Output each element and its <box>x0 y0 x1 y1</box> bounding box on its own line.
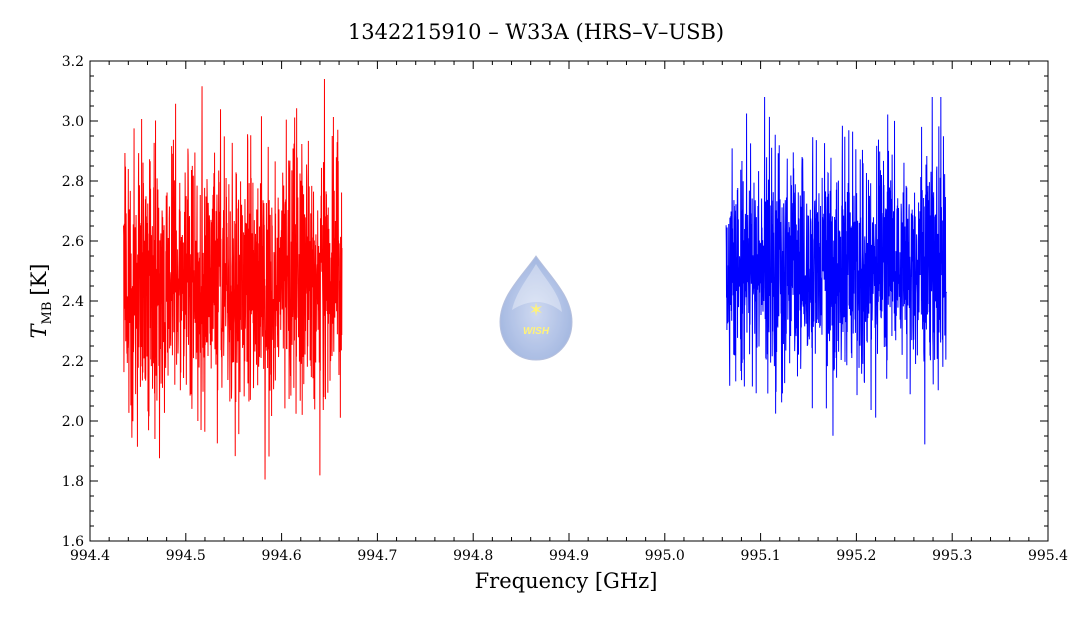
spectrum-series-1 <box>725 96 947 445</box>
series-layer <box>123 78 947 480</box>
x-tick-label: 994.7 <box>357 548 397 564</box>
logo-text: WISH <box>523 326 550 337</box>
x-tick-label: 994.9 <box>549 548 589 564</box>
x-axis-label: Frequency [GHz] <box>475 569 658 593</box>
chart-title: 1342215910 – W33A (HRS–V–USB) <box>348 20 724 44</box>
y-tick-label: 1.8 <box>62 474 84 490</box>
x-tick-label: 994.5 <box>166 548 206 564</box>
x-tick-label: 994.6 <box>262 548 302 564</box>
wish-logo: ✶ WISH <box>499 255 573 361</box>
x-tick-label: 994.8 <box>453 548 493 564</box>
y-tick-label: 1.6 <box>62 534 84 550</box>
y-tick-label: 2.0 <box>62 414 84 430</box>
x-tick-label: 995.3 <box>932 548 972 564</box>
x-tick-label: 995.2 <box>836 548 876 564</box>
y-tick-label: 2.4 <box>62 294 84 310</box>
spectrum-series-0 <box>123 78 343 480</box>
y-tick-label: 2.8 <box>62 174 84 190</box>
y-tick-label: 3.2 <box>62 54 84 70</box>
logo-highlight <box>512 264 562 312</box>
axis-ticks <box>89 60 1049 542</box>
axis-tick-labels: 994.4 994.5 994.6 994.7 994.8 994.9 995.0 995.1… <box>62 54 1068 564</box>
svg-text:TMB[K]: TMB [K] <box>27 264 55 339</box>
logo-drop <box>499 255 573 361</box>
y-axis-label-main: T <box>27 322 51 338</box>
y-tick-label: 3.0 <box>62 114 84 130</box>
y-tick-label: 2.2 <box>62 354 84 370</box>
logo-star-icon: ✶ <box>528 300 543 321</box>
x-tick-label: 995.0 <box>645 548 685 564</box>
y-tick-label: 2.6 <box>62 234 84 250</box>
x-tick-label: 995.1 <box>741 548 781 564</box>
y-axis-label-unit: [K] <box>27 264 51 296</box>
x-tick-label: 995.4 <box>1028 548 1068 564</box>
x-tick-label: 994.4 <box>70 548 110 564</box>
y-axis-label: TMB [K] <box>27 264 55 339</box>
y-axis-label-sub: MB <box>40 302 55 325</box>
